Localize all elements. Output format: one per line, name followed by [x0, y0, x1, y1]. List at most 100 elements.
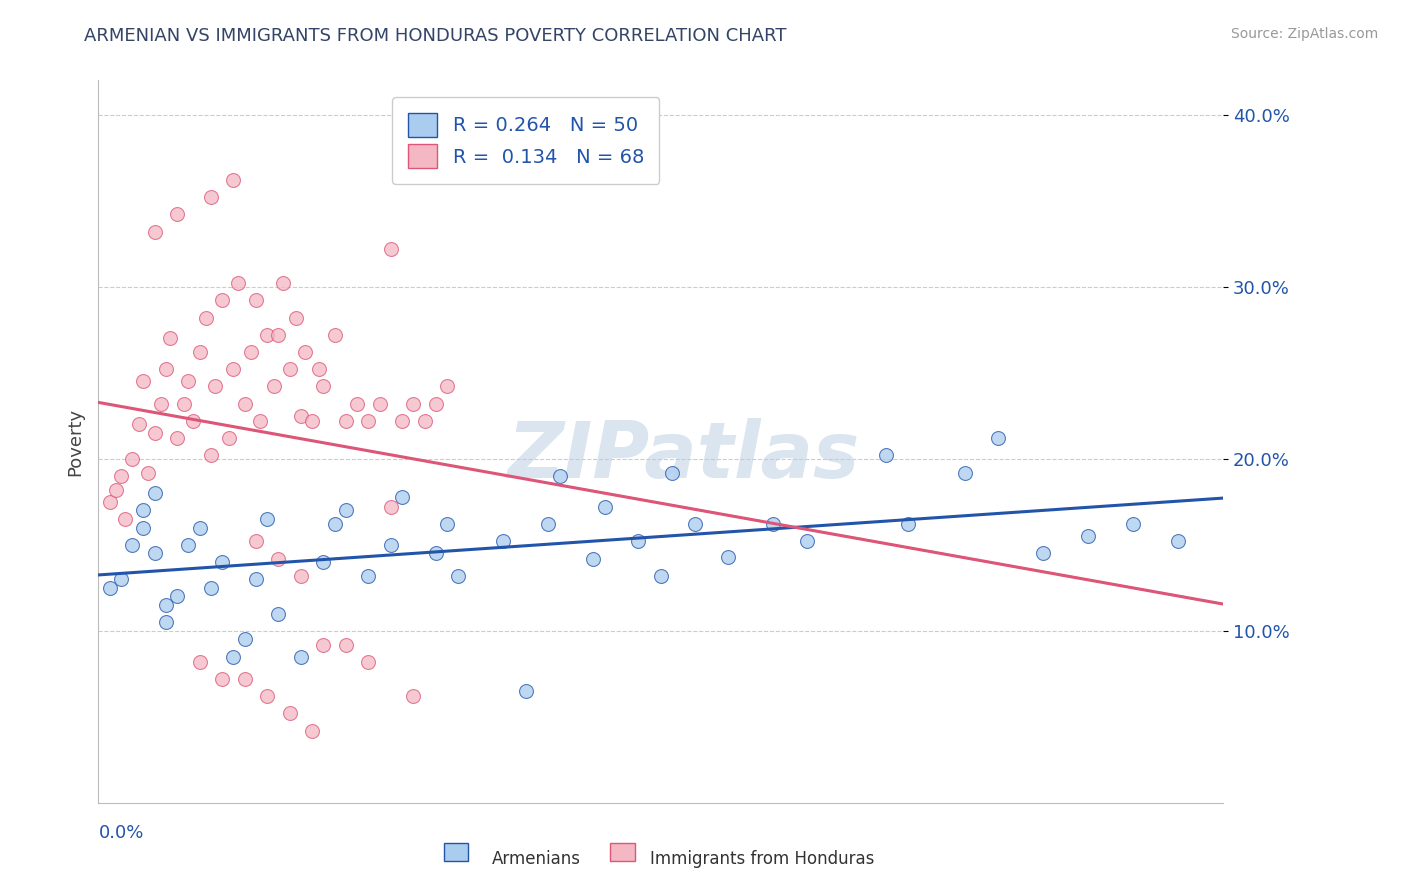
Point [627, 534, 650, 549]
Point [143, 225, 166, 239]
Point [132, 520, 155, 534]
Point [267, 327, 290, 342]
Point [278, 362, 301, 376]
Point [200, 581, 222, 595]
Point [245, 534, 267, 549]
Text: Source: ZipAtlas.com: Source: ZipAtlas.com [1230, 27, 1378, 41]
FancyBboxPatch shape [610, 843, 636, 861]
Point [661, 466, 683, 480]
Point [132, 503, 155, 517]
Point [391, 490, 413, 504]
Point [285, 310, 308, 325]
Point [875, 448, 897, 462]
Point [143, 546, 166, 560]
Point [762, 517, 785, 532]
Point [425, 397, 447, 411]
Point [177, 538, 200, 552]
Text: ARMENIAN VS IMMIGRANTS FROM HONDURAS POVERTY CORRELATION CHART: ARMENIAN VS IMMIGRANTS FROM HONDURAS POV… [84, 27, 787, 45]
Point [233, 672, 256, 686]
Point [717, 549, 740, 564]
Point [593, 500, 616, 514]
Point [290, 568, 312, 582]
Point [166, 207, 188, 221]
Point [312, 379, 335, 393]
Point [897, 517, 920, 532]
Point [159, 331, 181, 345]
Point [335, 503, 357, 517]
Point [256, 689, 278, 703]
Point [368, 397, 391, 411]
Point [150, 397, 173, 411]
Point [249, 414, 271, 428]
Point [200, 448, 222, 462]
Point [222, 173, 245, 187]
Point [290, 649, 312, 664]
Text: 0.0%: 0.0% [98, 824, 143, 842]
Point [155, 362, 177, 376]
Point [436, 517, 458, 532]
Point [211, 293, 233, 308]
Point [143, 425, 166, 440]
Point [222, 362, 245, 376]
Point [222, 649, 245, 664]
Point [173, 397, 195, 411]
Point [245, 572, 267, 586]
Point [181, 414, 204, 428]
Point [301, 414, 323, 428]
Point [98, 581, 121, 595]
Point [1167, 534, 1189, 549]
Point [211, 672, 233, 686]
Point [335, 638, 357, 652]
Y-axis label: Poverty: Poverty [66, 408, 84, 475]
Point [211, 555, 233, 569]
Point [105, 483, 128, 497]
Point [1032, 546, 1054, 560]
Point [240, 345, 263, 359]
Point [195, 310, 218, 325]
Point [188, 520, 211, 534]
Point [155, 615, 177, 630]
Point [166, 590, 188, 604]
Point [267, 551, 290, 566]
Point [312, 638, 335, 652]
FancyBboxPatch shape [444, 843, 468, 861]
Point [188, 655, 211, 669]
Point [650, 568, 672, 582]
Point [121, 538, 143, 552]
Point [357, 655, 380, 669]
Point [256, 512, 278, 526]
Point [143, 486, 166, 500]
Point [132, 375, 155, 389]
Point [402, 397, 425, 411]
Point [335, 414, 357, 428]
Point [267, 607, 290, 621]
Point [136, 466, 159, 480]
Point [278, 706, 301, 721]
Point [233, 397, 256, 411]
Point [301, 723, 323, 738]
Point [391, 414, 413, 428]
Point [413, 414, 436, 428]
Point [263, 379, 285, 393]
Point [683, 517, 706, 532]
Point [188, 345, 211, 359]
Point [110, 572, 132, 586]
Point [233, 632, 256, 647]
Point [548, 469, 571, 483]
Point [380, 242, 402, 256]
Text: Immigrants from Honduras: Immigrants from Honduras [650, 850, 875, 868]
Point [271, 277, 294, 291]
Point [537, 517, 560, 532]
Point [987, 431, 1010, 445]
Point [323, 327, 346, 342]
Point [953, 466, 976, 480]
Point [346, 397, 368, 411]
Point [177, 375, 200, 389]
Text: Armenians: Armenians [492, 850, 581, 868]
Point [166, 431, 188, 445]
Point [1077, 529, 1099, 543]
Point [357, 414, 380, 428]
Point [290, 409, 312, 423]
Point [515, 684, 537, 698]
Point [200, 190, 222, 204]
